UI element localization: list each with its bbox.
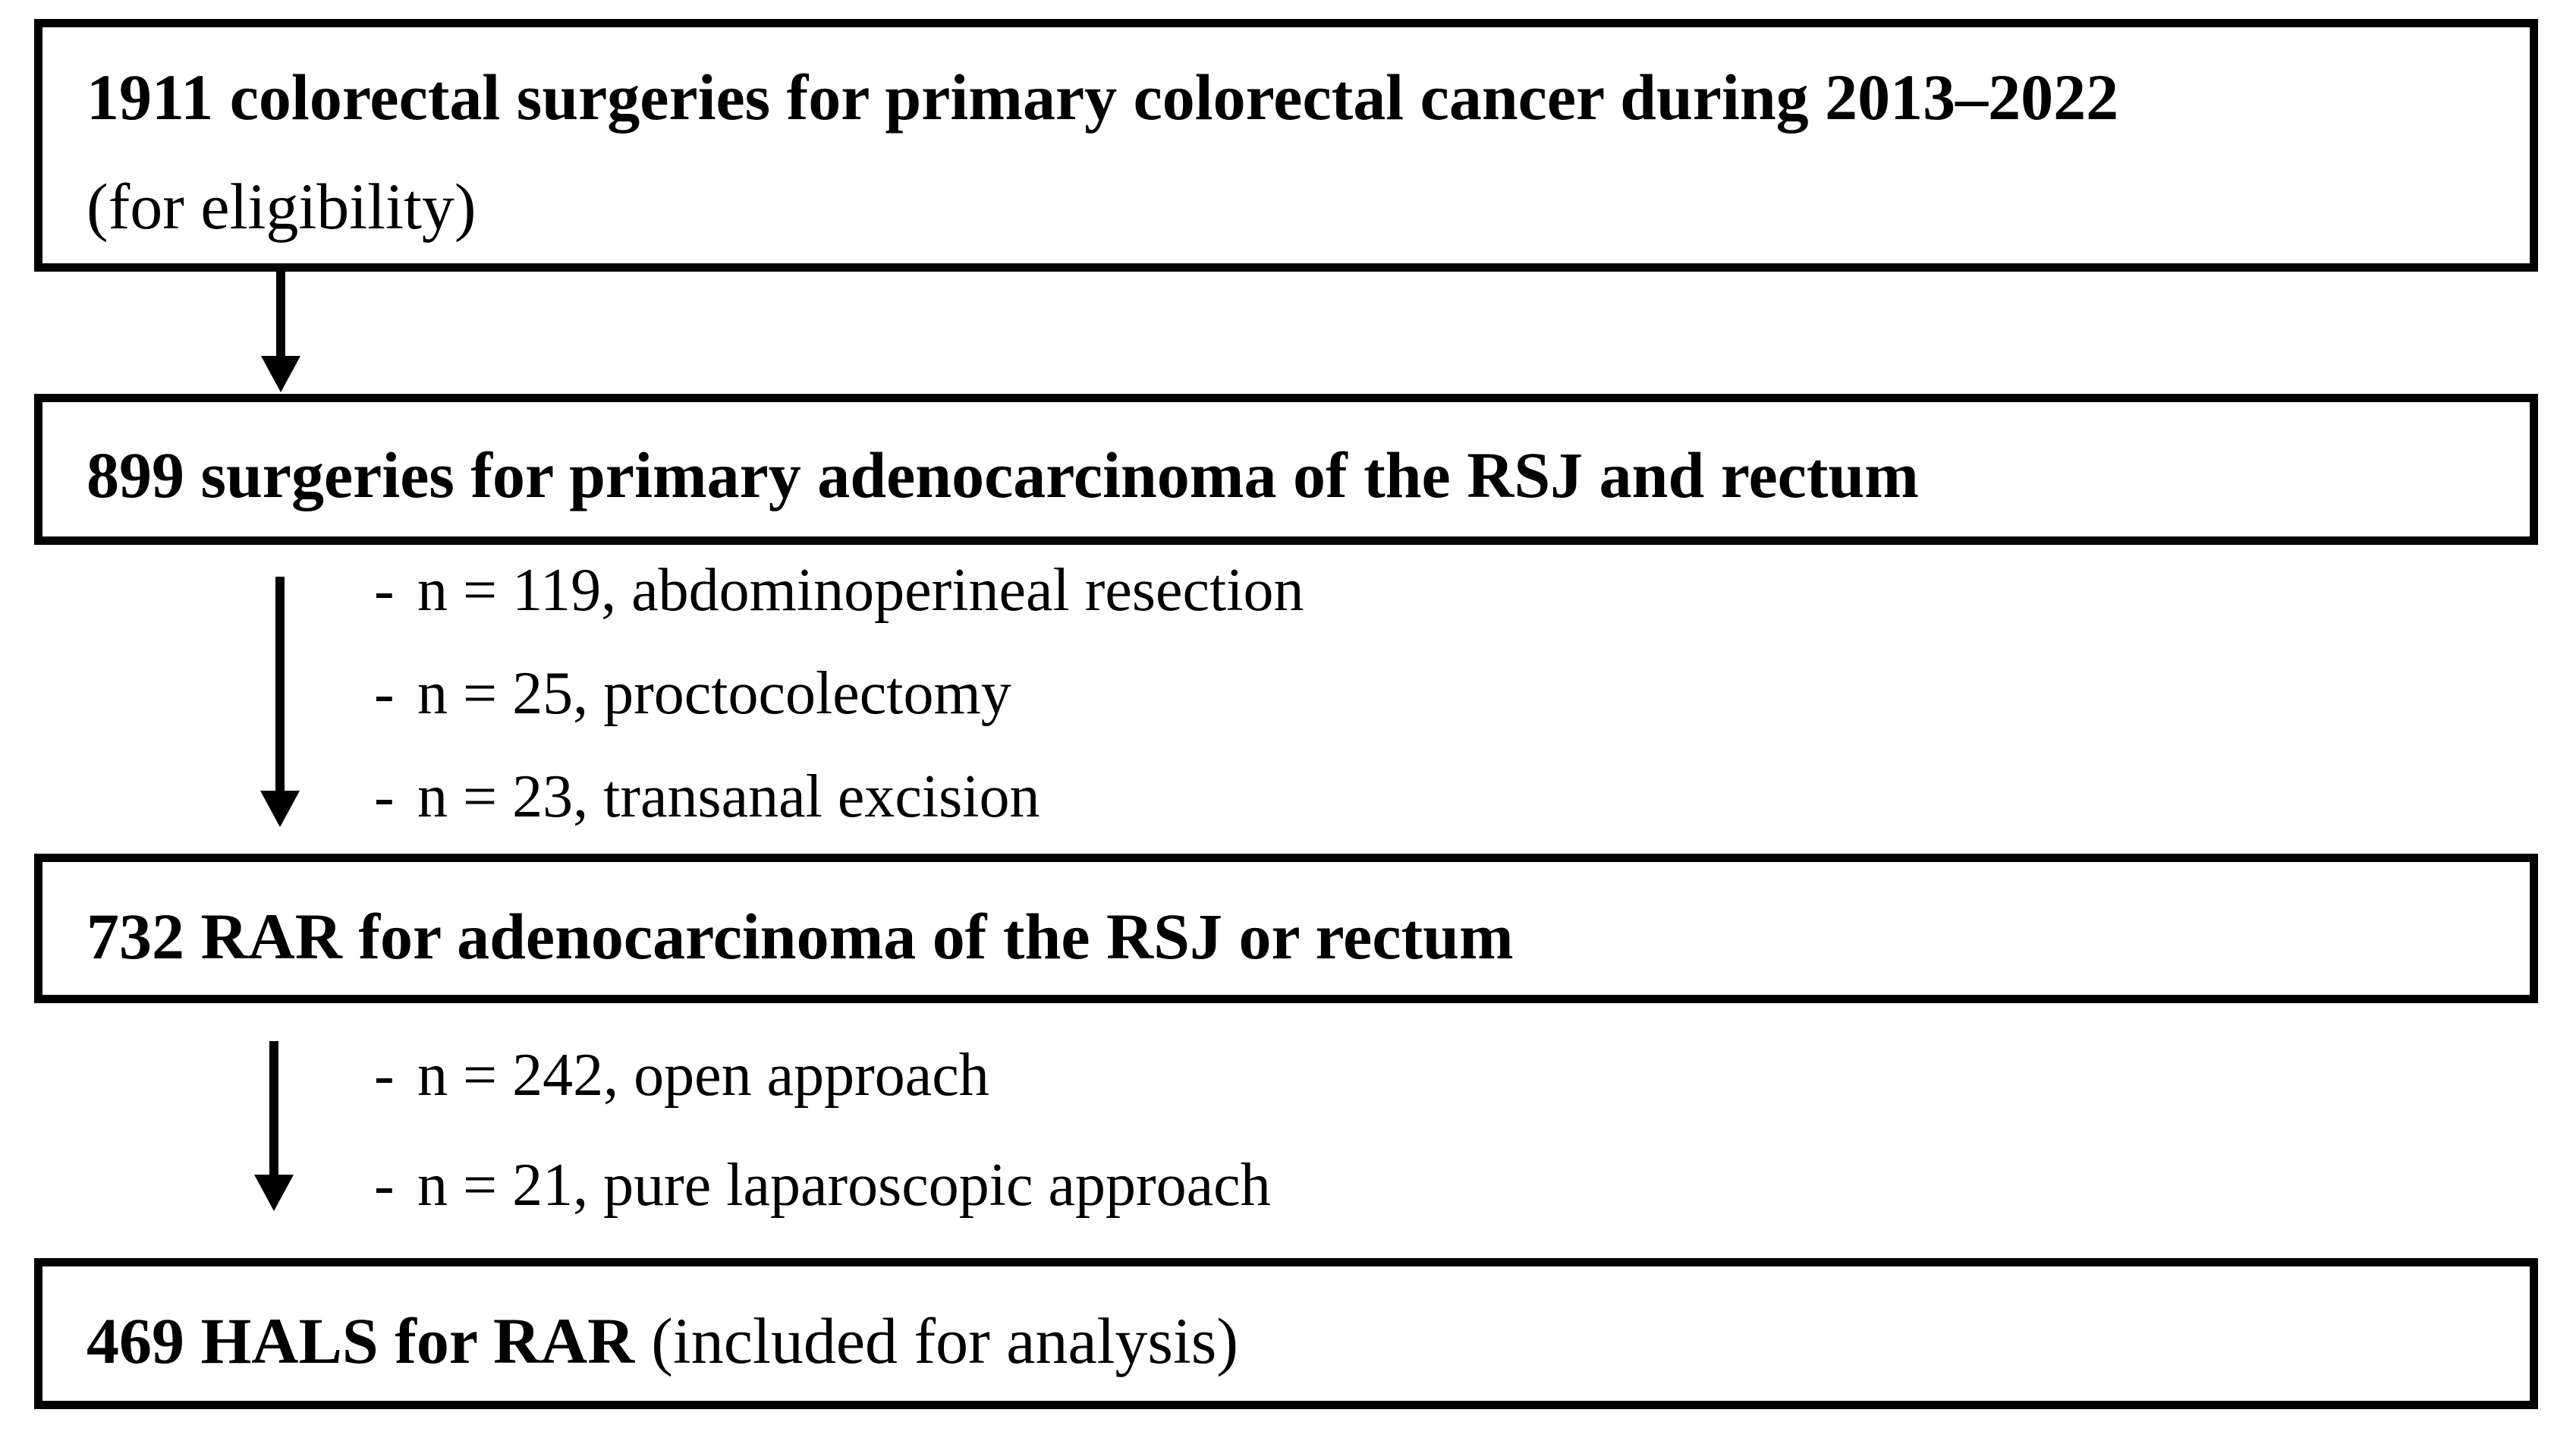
hals-included-note: (included for analysis) [651,1304,1239,1377]
exclusion-item: -n = 21, pure laparoscopic approach [374,1131,1271,1241]
list-dash: - [374,1042,395,1109]
down-arrow-1-head-icon [261,356,300,392]
exclusion-item: -n = 119, abdominoperineal resection [374,539,1304,642]
flow-box-rar: 732 RAR for adenocarcinoma of the RSJ or… [34,854,2538,1003]
hals-count-text: 469 HALS for RAR [86,1304,635,1377]
list-dash: - [374,557,395,624]
list-dash: - [374,1152,395,1219]
down-arrow-2-head-icon [260,791,300,827]
list-dash: - [374,763,395,830]
exclusion-list-2: -n = 242, open approach -n = 21, pure la… [374,1021,1271,1241]
hals-title-line: 469 HALS for RAR (included for analysis) [86,1308,2530,1373]
exclusion-item: -n = 25, proctocolectomy [374,642,1304,745]
eligibility-title: 1911 colorectal surgeries for primary co… [86,60,2119,134]
rar-title: 732 RAR for adenocarcinoma of the RSJ or… [86,899,1514,973]
flow-box-eligibility: 1911 colorectal surgeries for primary co… [34,19,2538,272]
eligibility-subtitle: (for eligibility) [86,169,477,243]
exclusion-list-1: -n = 119, abdominoperineal resection -n … [374,539,1304,848]
exclusion-item: -n = 242, open approach [374,1021,1271,1131]
exclusion-item: -n = 23, transanal excision [374,745,1304,848]
exclusion-label: n = 119, abdominoperineal resection [417,557,1304,624]
exclusion-label: n = 242, open approach [417,1042,989,1109]
exclusion-label: n = 25, proctocolectomy [417,660,1011,727]
down-arrow-3-line [269,1041,278,1176]
surgeries-title: 899 surgeries for primary adenocarcinoma… [86,438,1919,511]
list-dash: - [374,660,395,727]
flow-box-surgeries-rsj-rectum: 899 surgeries for primary adenocarcinoma… [34,394,2538,545]
down-arrow-2-line [275,577,285,792]
exclusion-label: n = 23, transanal excision [417,763,1040,830]
flow-box-hals-included: 469 HALS for RAR (included for analysis) [34,1258,2538,1409]
exclusion-label: n = 21, pure laparoscopic approach [417,1152,1271,1219]
down-arrow-3-head-icon [254,1175,294,1211]
down-arrow-1-line [276,272,285,357]
